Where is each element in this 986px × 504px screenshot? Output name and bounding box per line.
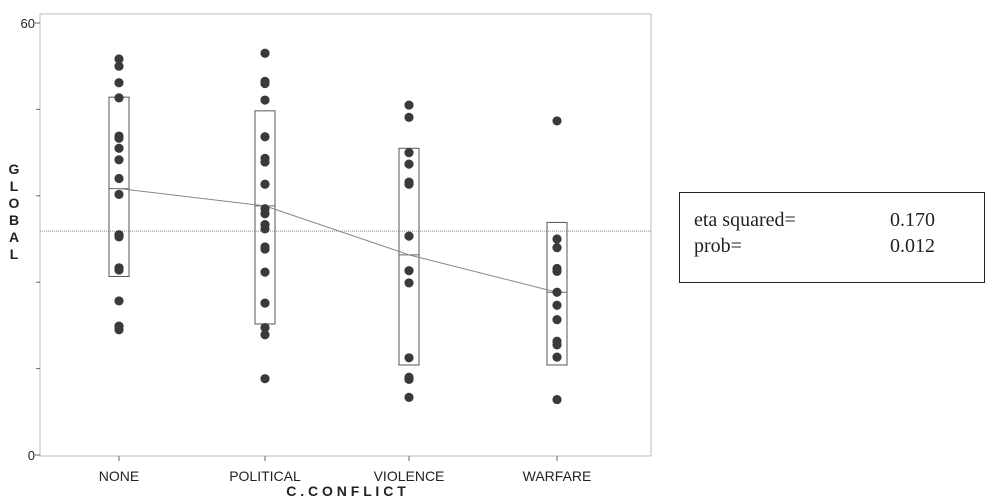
data-point-none [114,296,124,306]
data-point-violence [404,231,414,241]
data-point-warfare [552,394,562,405]
data-point-warfare [552,300,562,310]
x-tick-label: WARFARE [523,468,592,484]
y-tick-label-bottom: 0 [28,448,35,463]
data-point-none [114,133,124,143]
data-point-violence [404,278,414,288]
x-tick-label: VIOLENCE [374,468,445,484]
x-tick-label: POLITICAL [229,468,301,484]
eta-squared-label: eta squared= [694,209,796,231]
data-point-warfare [552,243,562,253]
data-point-violence [404,100,414,110]
data-point-none [114,78,124,88]
eta-squared-row: eta squared= 0.170 [694,209,974,233]
data-point-none [114,232,124,242]
data-point-none [114,54,124,64]
plot-frame [39,13,652,457]
range-box-warfare [546,221,568,366]
data-point-warfare [552,315,562,325]
data-point-warfare [552,340,562,350]
data-point-violence [404,112,414,122]
data-point-violence [404,179,414,189]
data-point-none [114,173,124,184]
data-point-political [260,78,270,89]
data-point-political [260,267,270,277]
data-point-none [114,61,124,71]
data-point-political [260,157,270,167]
data-point-warfare [552,234,562,244]
data-point-political [260,244,270,254]
x-tick-label: NONE [99,468,139,484]
data-point-warfare [552,266,562,276]
data-point-violence [404,374,414,384]
data-point-none [114,155,124,165]
eta-squared-value: 0.170 [890,209,935,231]
data-point-political [260,330,270,340]
data-point-political [260,95,270,105]
data-point-none [114,265,124,275]
mean-line [118,188,558,293]
prob-value: 0.012 [890,235,935,257]
data-point-warfare [552,287,562,297]
data-point-violence [404,159,414,169]
data-point-political [260,132,270,142]
data-point-political [260,374,270,384]
statistics-box: eta squared= 0.170 prob= 0.012 [679,192,985,283]
y-tick-label-top: 60 [21,16,35,31]
data-point-political [260,209,270,219]
data-point-political [260,224,270,234]
data-point-none [114,143,124,153]
range-box-none [108,96,130,277]
data-point-warfare [552,352,562,362]
data-point-none [114,189,124,199]
data-point-political [260,48,270,58]
prob-row: prob= 0.012 [694,235,974,259]
x-axis-label: C . C O N F L I C T [286,483,406,499]
data-point-violence [404,148,414,158]
data-point-political [260,322,270,333]
data-point-warfare [552,116,562,126]
data-point-political [260,298,270,308]
data-point-political [260,179,270,189]
data-point-none [114,93,124,103]
prob-label: prob= [694,235,742,257]
data-point-violence [404,353,414,363]
data-point-violence [404,266,414,276]
data-point-violence [404,392,414,402]
data-point-none [114,325,124,335]
